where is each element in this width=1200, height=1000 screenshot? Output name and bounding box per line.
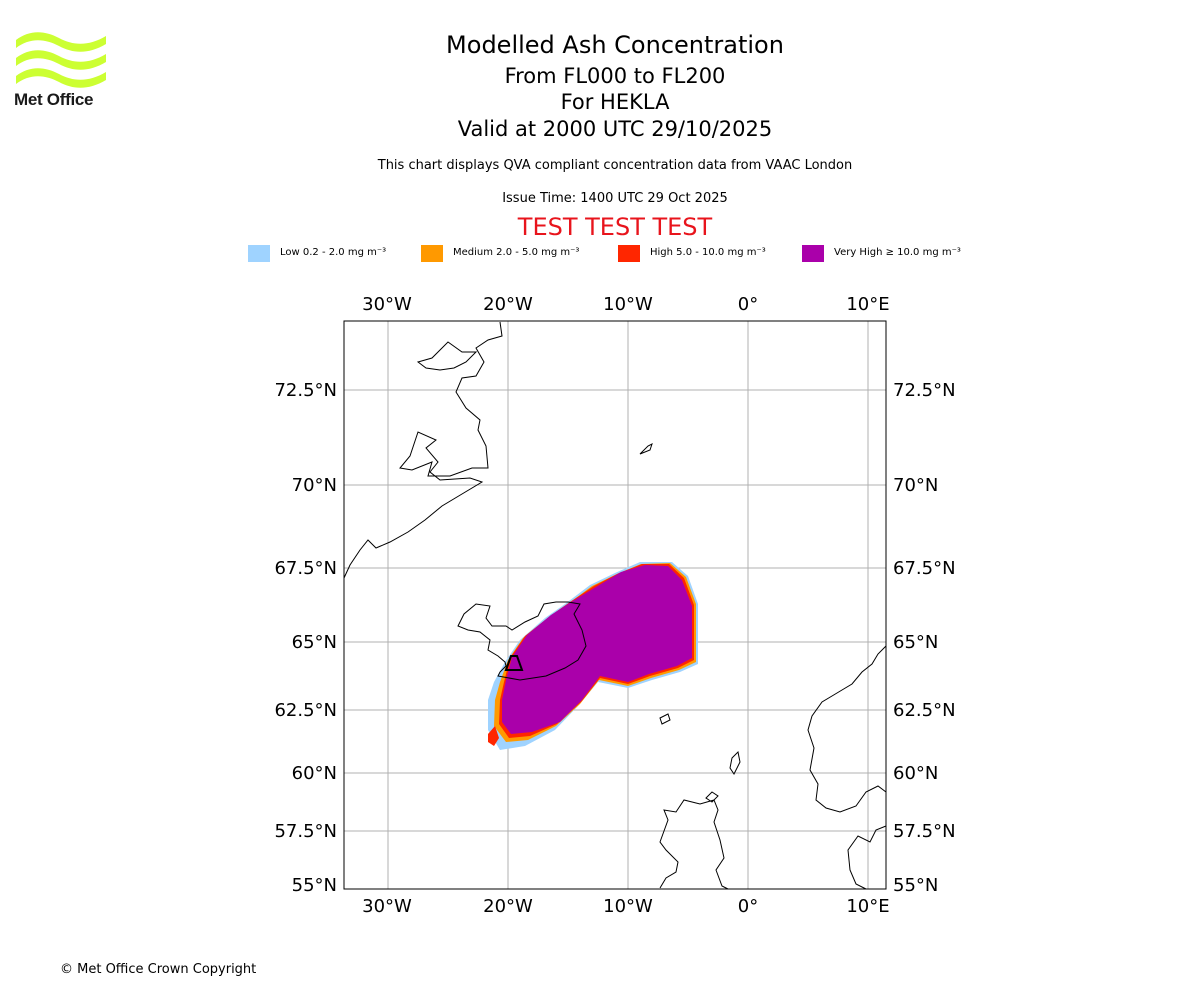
lon-label: 10°W: [603, 294, 653, 315]
coastlines: [343, 321, 887, 890]
lat-label: 55°N: [893, 875, 938, 896]
logo-text: Met Office: [14, 90, 94, 109]
issue-time: Issue Time: 1400 UTC 29 Oct 2025: [502, 191, 728, 206]
norway-coast: [807, 645, 887, 813]
chart-title: Modelled Ash Concentration: [446, 31, 784, 59]
lon-label: 20°W: [483, 294, 533, 315]
lon-label: 0°: [738, 294, 758, 315]
legend-label-low: Low 0.2 - 2.0 mg m⁻³: [280, 247, 387, 258]
ash-plume-very-high: [502, 565, 692, 734]
copyright: © Met Office Crown Copyright: [60, 962, 257, 977]
lat-label: 62.5°N: [274, 700, 337, 721]
iceland-coast: [457, 601, 587, 681]
volcano-marker-icon: [504, 655, 524, 671]
legend-label-very-high: Very High ≥ 10.0 mg m⁻³: [834, 247, 961, 258]
lat-label: 65°N: [292, 632, 337, 653]
lat-label: 55°N: [292, 875, 337, 896]
legend-swatch-high: [618, 245, 640, 262]
lon-label: 10°E: [846, 294, 889, 315]
lat-label: 70°N: [893, 475, 938, 496]
shetland-islands: [729, 750, 741, 775]
lat-label: 67.5°N: [274, 558, 337, 579]
met-office-wave-icon: [16, 32, 106, 88]
scotland-coast: [659, 799, 729, 890]
description: This chart displays QVA compliant concen…: [377, 158, 853, 173]
lat-label: 72.5°N: [274, 380, 337, 401]
lon-label: 10°E: [846, 896, 889, 917]
map-frame: [343, 320, 887, 890]
legend-swatch-low: [248, 245, 270, 262]
lat-label: 67.5°N: [893, 558, 956, 579]
orkney-islands: [705, 791, 719, 803]
legend-label-high: High 5.0 - 10.0 mg m⁻³: [650, 247, 766, 258]
faroe-islands: [659, 713, 671, 725]
lon-label: 30°W: [362, 294, 412, 315]
lat-label: 65°N: [893, 632, 938, 653]
met-office-logo: Met Office: [14, 30, 109, 112]
lat-label: 57.5°N: [274, 821, 337, 842]
lon-labels-top: 30°W 20°W 10°W 0° 10°E: [362, 294, 889, 315]
valid-time: Valid at 2000 UTC 29/10/2025: [457, 117, 773, 141]
flight-levels: From FL000 to FL200: [504, 64, 726, 88]
lat-labels-left: 72.5°N 70°N 67.5°N 65°N 62.5°N 60°N 57.5…: [274, 380, 337, 896]
lat-label: 62.5°N: [893, 700, 956, 721]
jan-mayen: [639, 443, 653, 455]
legend-swatch-medium: [421, 245, 443, 262]
lat-label: 57.5°N: [893, 821, 956, 842]
greenland-fjord: [416, 341, 478, 371]
greenland-coast: [343, 321, 503, 579]
lon-labels-bottom: 30°W 20°W 10°W 0° 10°E: [362, 896, 889, 917]
lat-label: 60°N: [292, 763, 337, 784]
denmark-coast: [847, 825, 887, 890]
volcano-name: For HEKLA: [560, 90, 670, 114]
lat-label: 72.5°N: [893, 380, 956, 401]
lon-label: 10°W: [603, 896, 653, 917]
ash-plume: [488, 562, 698, 750]
lat-label: 60°N: [893, 763, 938, 784]
lon-label: 0°: [738, 896, 758, 917]
legend-swatch-very-high: [802, 245, 824, 262]
ash-blob-southwest: [488, 726, 499, 746]
test-banner: TEST TEST TEST: [517, 213, 713, 241]
lon-label: 20°W: [483, 896, 533, 917]
lat-label: 70°N: [292, 475, 337, 496]
legend-label-medium: Medium 2.0 - 5.0 mg m⁻³: [453, 247, 580, 258]
lat-labels-right: 72.5°N 70°N 67.5°N 65°N 62.5°N 60°N 57.5…: [893, 380, 956, 896]
lon-label: 30°W: [362, 896, 412, 917]
